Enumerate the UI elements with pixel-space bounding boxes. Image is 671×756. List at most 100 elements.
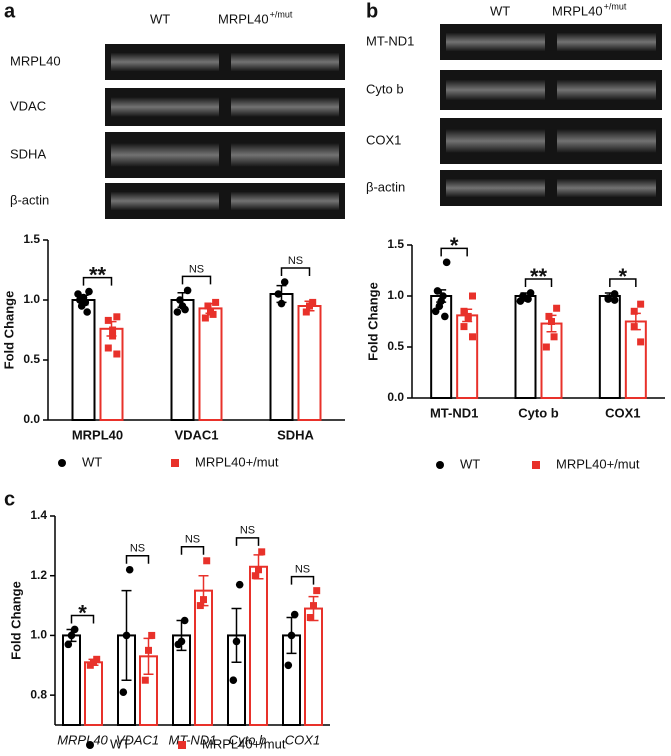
blot-band: [557, 80, 656, 100]
blot-band: [111, 192, 219, 210]
significance-label: NS: [288, 255, 303, 267]
blot-band: [231, 192, 339, 210]
blot-header: WT: [150, 11, 170, 26]
significance-bracket: [280, 267, 311, 276]
data-point: [85, 287, 93, 296]
data-point: [287, 631, 296, 640]
data-point: [553, 304, 561, 312]
significance-label: *: [78, 600, 87, 625]
data-point: [302, 308, 310, 316]
x-tick-label: MRPL40: [72, 427, 123, 442]
data-point: [119, 688, 128, 696]
y-tick-label: 1.5: [23, 232, 40, 246]
blot-row-label: VDAC: [10, 98, 46, 113]
data-point: [255, 566, 262, 574]
data-point: [610, 290, 619, 298]
y-tick-label: 0.8: [30, 687, 47, 701]
blot-row-label: MT-ND1: [366, 33, 414, 48]
bar: [297, 305, 322, 421]
bar: [269, 293, 294, 421]
legend-marker: [171, 459, 179, 467]
data-point: [516, 297, 525, 305]
bar: [194, 589, 213, 727]
bar: [304, 607, 323, 726]
data-point: [431, 307, 440, 316]
y-tick-label: 0.0: [387, 390, 404, 404]
data-point: [79, 293, 88, 302]
data-point: [104, 344, 112, 352]
data-point: [637, 338, 645, 346]
blot-band: [111, 97, 219, 117]
significance-bracket: [524, 278, 553, 287]
data-point: [604, 295, 613, 303]
bar: [198, 307, 223, 421]
legend-label: MRPL40+/mut: [195, 454, 279, 469]
blot-band: [111, 53, 219, 71]
significance-label: *: [450, 233, 459, 258]
legend-label: WT: [460, 456, 480, 471]
bar: [514, 295, 537, 399]
blot-header: WT: [490, 3, 510, 18]
data-point: [313, 587, 321, 595]
data-point: [306, 614, 314, 622]
data-point: [173, 308, 182, 316]
bar: [62, 634, 81, 727]
data-point: [280, 278, 289, 286]
y-axis-label: Fold Change: [8, 581, 23, 660]
significance-label: **: [530, 264, 548, 289]
data-point: [125, 565, 134, 574]
legend-marker: [86, 741, 94, 749]
data-point: [524, 295, 532, 303]
significance-bracket: [440, 247, 468, 257]
data-point: [258, 548, 266, 556]
legend-label: WT: [82, 454, 102, 469]
blot-band: [231, 97, 339, 117]
significance-label: **: [89, 262, 107, 287]
data-point: [181, 305, 189, 314]
data-point: [203, 557, 211, 565]
data-point: [145, 646, 152, 654]
significance-label: NS: [240, 525, 255, 537]
blot-band: [446, 33, 545, 51]
data-point: [460, 307, 468, 315]
x-tick-label: COX1: [605, 405, 640, 420]
x-tick-label: MT-ND1: [430, 405, 478, 420]
data-point: [309, 298, 317, 306]
blot-row-label: COX1: [366, 132, 401, 147]
bar: [71, 299, 96, 421]
y-tick-label: 0.5: [387, 339, 404, 353]
data-point: [109, 332, 117, 340]
blot-row-label: β-actin: [10, 192, 49, 207]
data-point: [122, 631, 131, 640]
y-tick-label: 1.0: [387, 288, 404, 302]
data-point: [610, 296, 619, 304]
data-point: [433, 287, 442, 295]
data-point: [229, 676, 238, 685]
blot-row-label: β-actin: [366, 179, 405, 194]
data-point: [86, 661, 94, 669]
data-point: [469, 333, 476, 341]
data-point: [542, 343, 550, 351]
legend-label: MRPL40+/mut: [202, 736, 286, 751]
y-axis-label: Fold Change: [1, 291, 16, 370]
x-tick-label: MRPL40: [57, 732, 108, 747]
data-point: [630, 323, 638, 331]
data-point: [113, 350, 121, 358]
data-point: [548, 318, 555, 325]
x-tick-label: Cyto b: [229, 732, 267, 747]
x-tick-label: COX1: [285, 732, 320, 747]
data-point: [526, 289, 535, 297]
data-point: [180, 616, 189, 625]
data-point: [113, 313, 121, 321]
legend-label: WT: [110, 736, 130, 751]
y-axis-label: Fold Change: [365, 282, 380, 361]
blot-band: [557, 179, 656, 197]
significance-label: *: [619, 264, 628, 289]
data-point: [284, 661, 293, 670]
data-point: [251, 572, 259, 580]
y-tick-label: 1.5: [387, 237, 404, 251]
data-point: [630, 307, 638, 315]
blot-header-sup: +/mut: [604, 1, 627, 11]
data-point: [310, 602, 317, 610]
data-point: [290, 610, 299, 619]
